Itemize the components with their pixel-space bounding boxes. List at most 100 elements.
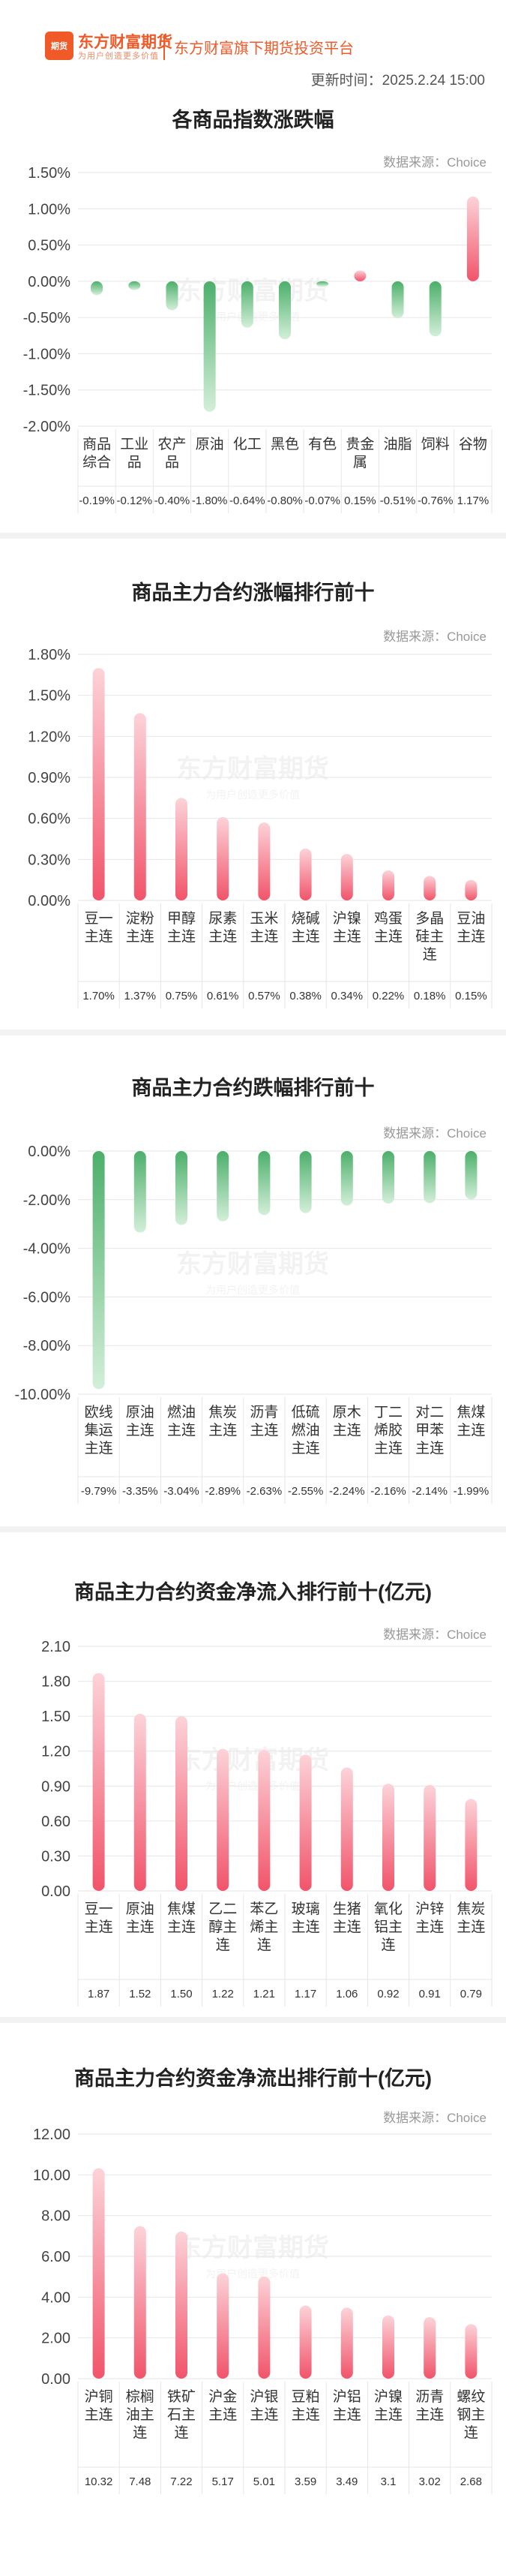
- bar: [258, 2276, 271, 2379]
- bar: [91, 281, 103, 296]
- value-label: 1.87: [88, 1988, 109, 2000]
- category-label: 黑色: [271, 436, 299, 452]
- category-label: 沥青主连: [415, 2388, 444, 2423]
- category-label: 生猪主连: [333, 1901, 361, 1935]
- y-tick-label: 1.50: [41, 1709, 70, 1725]
- category-label: 原木主连: [333, 1404, 361, 1438]
- category-label: 玻璃主连: [292, 1901, 320, 1935]
- category-label: 沪锌主连: [415, 1901, 444, 1935]
- value-label: -2.14%: [412, 1485, 448, 1498]
- watermark-slogan: 为用户创造更多价值: [205, 1284, 300, 1296]
- category-label: 多晶硅主连: [415, 910, 444, 963]
- update-time: 更新时间：2025.2.24 15:00: [310, 73, 485, 89]
- category-label: 饲料: [421, 436, 450, 452]
- category-label: 丁二烯胶主连: [374, 1405, 403, 1456]
- bar: [382, 1151, 394, 1204]
- value-label: -3.35%: [122, 1485, 158, 1498]
- value-label: 1.70%: [82, 990, 115, 1002]
- data-source: 数据来源：Choice: [383, 1628, 487, 1642]
- y-tick-label: 1.80%: [28, 647, 70, 663]
- value-label: 0.15%: [455, 990, 487, 1002]
- value-label: 1.21: [253, 1988, 275, 2000]
- value-label: 2.68: [460, 2475, 482, 2488]
- y-tick-label: -10.00%: [15, 1387, 71, 1403]
- bar: [340, 1767, 353, 1891]
- bar: [217, 2273, 229, 2379]
- value-label: -2.24%: [329, 1485, 365, 1498]
- value-label: 1.52: [129, 1988, 151, 2000]
- data-source: 数据来源：Choice: [383, 2111, 487, 2125]
- value-label: 0.34%: [331, 990, 364, 1002]
- value-label: -0.07%: [304, 494, 340, 507]
- bar: [340, 2307, 353, 2379]
- bar: [382, 2315, 394, 2379]
- value-label: 1.17%: [457, 494, 490, 507]
- category-label: 焦煤主连: [457, 1404, 485, 1438]
- value-label: 0.18%: [414, 990, 446, 1002]
- category-label: 谷物: [459, 436, 487, 452]
- y-tick-label: 0.30%: [28, 852, 70, 868]
- bar: [166, 281, 178, 311]
- y-tick-label: 0.00%: [28, 1144, 70, 1160]
- y-tick-label: 0.50%: [28, 238, 70, 254]
- data-source: 数据来源：Choice: [383, 155, 487, 170]
- bar: [92, 668, 105, 900]
- category-label: 豆一主连: [85, 911, 113, 945]
- category-label: 原油主连: [126, 1404, 154, 1438]
- value-label: -0.51%: [380, 494, 416, 507]
- chart-title: 各商品指数涨跌幅: [172, 109, 334, 131]
- y-tick-label: 2.00: [41, 2331, 70, 2347]
- value-label: -0.80%: [267, 494, 303, 507]
- y-tick-label: -6.00%: [23, 1289, 71, 1306]
- value-label: 0.75%: [166, 990, 198, 1002]
- bar: [92, 1151, 105, 1390]
- category-label: 氧化铝主连: [374, 1901, 403, 1953]
- y-tick-label: 1.50%: [28, 688, 70, 705]
- bar: [299, 1754, 312, 1891]
- category-label: 甲醇主连: [167, 910, 196, 945]
- section-separator: [0, 533, 506, 539]
- y-tick-label: 0.90%: [28, 770, 70, 786]
- value-label: -0.40%: [154, 494, 190, 507]
- value-label: 1.06: [336, 1988, 358, 2000]
- bar: [128, 281, 141, 290]
- value-label: 1.37%: [124, 990, 157, 1002]
- y-tick-label: -2.00%: [23, 419, 71, 435]
- value-label: 10.32: [85, 2475, 113, 2488]
- watermark-logo: 东方财富期货: [176, 754, 329, 783]
- chart-section-index-change: 各商品指数涨跌幅 数据来源：Choice 东方财富期货为用户创造更多价值1.50…: [0, 90, 506, 525]
- page-header: 期货 东方财富期货 为用户创造更多价值 东方财富旗下期货投资平台 更新时间：20…: [0, 0, 506, 90]
- bar: [424, 1784, 436, 1891]
- y-tick-label: 0.60%: [28, 811, 70, 828]
- bar: [203, 281, 216, 412]
- category-label: 螺纹钢主连: [457, 2388, 485, 2441]
- value-label: -9.79%: [81, 1485, 117, 1498]
- watermark-logo: 东方财富期货: [176, 2233, 329, 2262]
- bar: [382, 870, 394, 900]
- brand-logo-icon: 期货: [45, 32, 73, 60]
- bar: [133, 1151, 146, 1233]
- bar: [382, 1784, 394, 1891]
- category-label: 燃油主连: [167, 1404, 196, 1438]
- value-label: 0.38%: [289, 990, 322, 1002]
- watermark-slogan: 为用户创造更多价值: [205, 789, 300, 801]
- bar: [299, 2305, 312, 2379]
- y-tick-label: 0.60: [41, 1814, 70, 1830]
- category-label: 豆粕主连: [292, 2388, 320, 2423]
- brand-name: 东方财富期货: [78, 34, 172, 51]
- bar: [354, 270, 367, 281]
- y-tick-label: 0.00%: [28, 274, 70, 290]
- category-label: 欧线集运主连: [85, 1404, 113, 1456]
- y-tick-label: 1.00%: [28, 201, 70, 218]
- category-label: 化工: [233, 436, 262, 452]
- category-label: 商品综合: [82, 436, 111, 470]
- chart-section-net-outflow: 商品主力合约资金净流出排行前十(亿元) 数据来源：Choice 东方财富期货为用…: [0, 2024, 506, 2576]
- watermark-slogan: 为用户创造更多价值: [205, 2268, 300, 2280]
- value-label: -2.55%: [288, 1485, 324, 1498]
- bar: [466, 196, 479, 281]
- chart-title: 商品主力合约资金净流出排行前十(亿元): [74, 2067, 432, 2090]
- category-label: 沪镍主连: [374, 2388, 403, 2423]
- category-label: 焦炭主连: [208, 1404, 237, 1438]
